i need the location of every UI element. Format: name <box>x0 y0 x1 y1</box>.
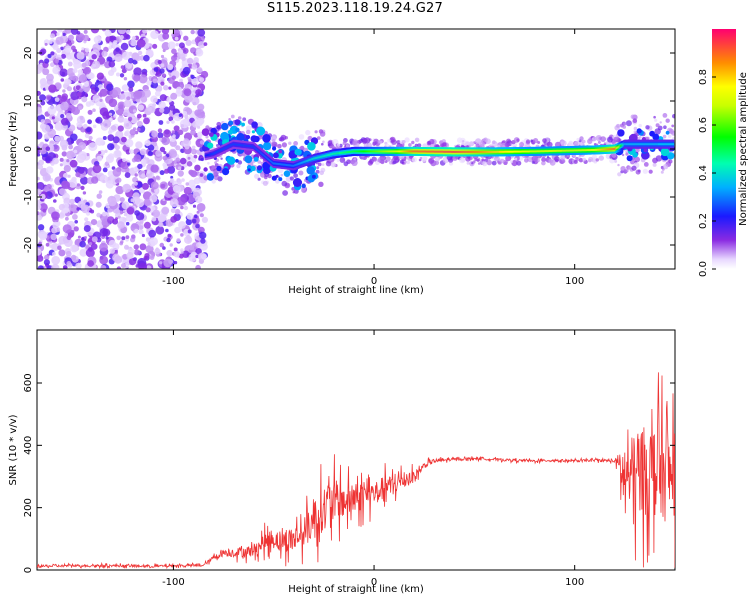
colorbar-ticks: 0.0 0.2 0.4 0.6 0.8 <box>698 69 716 277</box>
bottom-y-tick-label: 200 <box>23 498 34 517</box>
top-y-tick-label: 20 <box>23 47 34 60</box>
bottom-x-tick-label: 0 <box>371 577 377 588</box>
bottom-y-axis-label: SNR (10 * v/v) <box>8 414 19 485</box>
top-x-axis-label: Height of straight line (km) <box>288 285 424 296</box>
top-y-axis-label: Frequency (Hz) <box>8 111 19 187</box>
bottom-x-tick-label: 100 <box>565 577 584 588</box>
top-x-tick-label: -100 <box>162 276 185 287</box>
bottom-x-axis-label: Height of straight line (km) <box>288 584 424 595</box>
top-y-tick-label: -10 <box>23 189 34 205</box>
top-y-tick-label: 0 <box>23 146 34 152</box>
colorbar-tick-label: 0.8 <box>698 69 709 85</box>
bottom-plot-frame <box>36 329 676 571</box>
bottom-x-tick-label: -100 <box>162 577 185 588</box>
colorbar-tick-label: 0.0 <box>698 261 709 277</box>
top-x-tick-label: 100 <box>565 276 584 287</box>
bottom-y-tick-label: 400 <box>23 436 34 455</box>
bottom-y-tick-label: 0 <box>23 567 34 573</box>
colorbar-tick-label: 0.2 <box>698 213 709 229</box>
top-y-tick-label: -20 <box>23 237 34 253</box>
colorbar-tick-label: 0.4 <box>698 165 709 181</box>
figure-title: S115.2023.118.19.24.G27 <box>267 1 443 16</box>
bottom-y-tick-label: 600 <box>23 373 34 392</box>
spectrogram-image <box>37 29 675 269</box>
snr-series-line <box>37 372 675 570</box>
top-x-tick-label: 0 <box>371 276 377 287</box>
colorbar-tick-label: 0.6 <box>698 117 709 133</box>
colorbar <box>712 29 736 269</box>
top-y-tick-label: 10 <box>23 95 34 108</box>
colorbar-label: Normalized spectral amplitude <box>738 72 749 226</box>
bottom-axis-ticks: -100 0 100 0 200 400 600 <box>23 330 675 588</box>
